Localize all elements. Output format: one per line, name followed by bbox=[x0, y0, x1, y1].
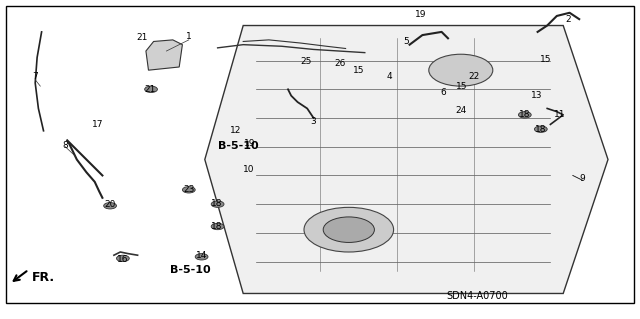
Text: 12: 12 bbox=[230, 126, 241, 135]
Text: 18: 18 bbox=[211, 199, 222, 208]
Circle shape bbox=[323, 217, 374, 242]
Circle shape bbox=[104, 203, 116, 209]
Polygon shape bbox=[146, 40, 182, 70]
Circle shape bbox=[304, 207, 394, 252]
Text: 19: 19 bbox=[244, 139, 255, 148]
Text: 18: 18 bbox=[535, 125, 547, 134]
Text: 13: 13 bbox=[531, 91, 542, 100]
Text: SDN4-A0700: SDN4-A0700 bbox=[446, 291, 508, 301]
Text: 21: 21 bbox=[145, 85, 156, 94]
Text: 22: 22 bbox=[468, 72, 479, 81]
Text: 26: 26 bbox=[335, 59, 346, 68]
Circle shape bbox=[211, 201, 224, 207]
Circle shape bbox=[211, 223, 224, 230]
Text: 5: 5 bbox=[404, 37, 409, 46]
Text: 14: 14 bbox=[196, 251, 207, 260]
Text: 23: 23 bbox=[183, 185, 195, 194]
Text: 24: 24 bbox=[455, 106, 467, 115]
Circle shape bbox=[116, 255, 129, 262]
Text: 16: 16 bbox=[117, 255, 129, 263]
Circle shape bbox=[182, 187, 195, 193]
Text: 18: 18 bbox=[519, 110, 531, 119]
Text: 3: 3 bbox=[311, 117, 316, 126]
Text: 6: 6 bbox=[440, 88, 445, 97]
Text: B-5-10: B-5-10 bbox=[218, 141, 259, 151]
Text: FR.: FR. bbox=[32, 271, 55, 284]
Text: 9: 9 bbox=[580, 174, 585, 183]
Circle shape bbox=[518, 112, 531, 118]
Text: 10: 10 bbox=[243, 165, 254, 174]
Text: 20: 20 bbox=[104, 200, 116, 209]
Text: 18: 18 bbox=[211, 222, 222, 231]
Circle shape bbox=[429, 54, 493, 86]
Text: 2: 2 bbox=[566, 15, 571, 24]
Text: 4: 4 bbox=[387, 72, 392, 81]
Text: 7: 7 bbox=[33, 72, 38, 81]
Text: 8: 8 bbox=[63, 141, 68, 150]
Text: 19: 19 bbox=[415, 10, 427, 19]
Text: 15: 15 bbox=[540, 55, 551, 63]
Circle shape bbox=[195, 254, 208, 260]
Text: 25: 25 bbox=[300, 57, 312, 66]
Circle shape bbox=[534, 126, 547, 132]
Text: B-5-10: B-5-10 bbox=[170, 264, 211, 275]
Text: 21: 21 bbox=[136, 33, 148, 42]
Text: 15: 15 bbox=[456, 82, 468, 91]
Text: 1: 1 bbox=[186, 32, 191, 41]
Circle shape bbox=[145, 86, 157, 93]
Text: 15: 15 bbox=[353, 66, 364, 75]
Text: 17: 17 bbox=[92, 120, 103, 129]
Polygon shape bbox=[205, 26, 608, 293]
Text: 11: 11 bbox=[554, 110, 566, 119]
